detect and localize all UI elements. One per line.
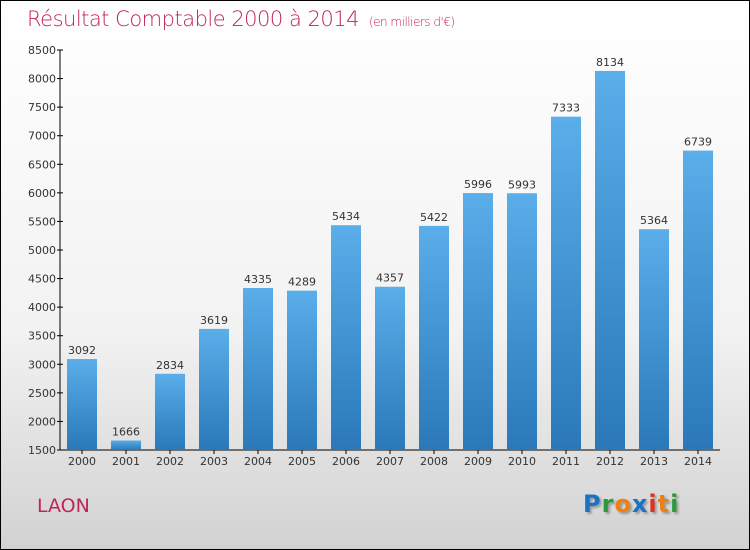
y-tick-label: 2000 bbox=[28, 415, 56, 428]
bar bbox=[507, 193, 537, 450]
data-label: 3619 bbox=[200, 314, 228, 327]
x-tick-label: 2010 bbox=[508, 455, 536, 468]
data-label: 4357 bbox=[376, 272, 404, 285]
x-tick-label: 2009 bbox=[464, 455, 492, 468]
y-tick-label: 5000 bbox=[28, 244, 56, 257]
y-tick-label: 4500 bbox=[28, 273, 56, 286]
data-label: 5993 bbox=[508, 178, 536, 191]
x-tick-label: 2011 bbox=[552, 455, 580, 468]
bar bbox=[551, 116, 581, 450]
bar bbox=[463, 193, 493, 451]
bar bbox=[287, 290, 317, 450]
title-text: Résultat Comptable 2000 à 2014 bbox=[27, 7, 359, 31]
bar bbox=[331, 225, 361, 450]
y-tick-label: 1500 bbox=[28, 444, 56, 457]
data-label: 4335 bbox=[244, 273, 272, 286]
bar bbox=[683, 150, 713, 450]
bar bbox=[67, 359, 97, 450]
x-tick-label: 2003 bbox=[200, 455, 228, 468]
data-label: 5996 bbox=[464, 178, 492, 191]
y-tick-label: 5500 bbox=[28, 215, 56, 228]
y-tick-label: 7000 bbox=[28, 130, 56, 143]
y-tick-label: 3500 bbox=[28, 330, 56, 343]
y-tick-label: 4000 bbox=[28, 301, 56, 314]
data-label: 2834 bbox=[156, 359, 184, 372]
x-tick-label: 2004 bbox=[244, 455, 272, 468]
x-tick-label: 2005 bbox=[288, 455, 316, 468]
chart-title: Résultat Comptable 2000 à 2014 (en millie… bbox=[27, 7, 455, 31]
bar bbox=[199, 328, 229, 450]
chart-subtitle: (en milliers d'€) bbox=[368, 15, 455, 29]
data-label: 4289 bbox=[288, 276, 316, 289]
bar bbox=[419, 225, 449, 450]
x-tick-label: 2008 bbox=[420, 455, 448, 468]
proxiti-logo: Proxiti bbox=[583, 490, 680, 518]
data-label: 8134 bbox=[596, 56, 624, 69]
data-label: 6739 bbox=[684, 136, 712, 149]
bar bbox=[639, 229, 669, 450]
bar bbox=[375, 286, 405, 450]
data-label: 3092 bbox=[68, 344, 96, 357]
x-tick-label: 2000 bbox=[68, 455, 96, 468]
city-label: LAON bbox=[37, 495, 90, 517]
y-tick-label: 6000 bbox=[28, 187, 56, 200]
data-label: 1666 bbox=[112, 426, 140, 439]
bar bbox=[111, 440, 141, 450]
data-label: 7333 bbox=[552, 102, 580, 115]
data-label: 5422 bbox=[420, 211, 448, 224]
bar bbox=[243, 288, 273, 450]
y-tick-label: 8500 bbox=[28, 44, 56, 57]
y-tick-label: 2500 bbox=[28, 387, 56, 400]
y-tick-label: 7500 bbox=[28, 101, 56, 114]
data-label: 5434 bbox=[332, 210, 360, 223]
y-tick-label: 8000 bbox=[28, 73, 56, 86]
x-tick-label: 2006 bbox=[332, 455, 360, 468]
x-tick-label: 2014 bbox=[684, 455, 712, 468]
x-tick-label: 2013 bbox=[640, 455, 668, 468]
x-tick-label: 2012 bbox=[596, 455, 624, 468]
y-tick-label: 6500 bbox=[28, 158, 56, 171]
bar bbox=[155, 373, 185, 450]
x-tick-label: 2001 bbox=[112, 455, 140, 468]
x-tick-label: 2007 bbox=[376, 455, 404, 468]
bar bbox=[595, 70, 625, 451]
data-label: 5364 bbox=[640, 214, 668, 227]
x-tick-label: 2002 bbox=[156, 455, 184, 468]
y-tick-label: 3000 bbox=[28, 358, 56, 371]
